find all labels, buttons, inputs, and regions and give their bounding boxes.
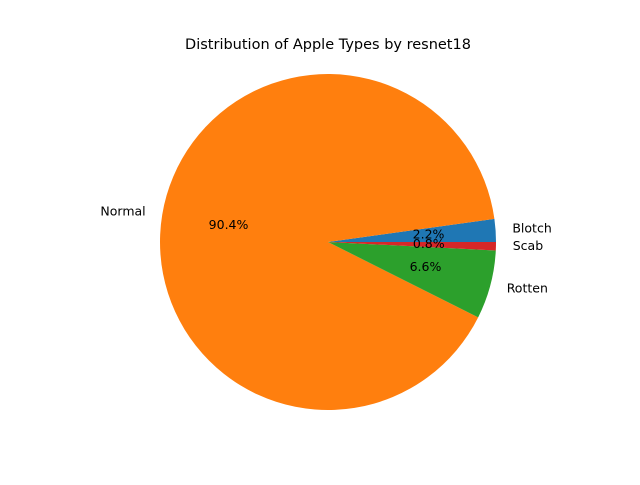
pie-slice-scab (328, 242, 496, 251)
pie-slice-rotten (328, 242, 496, 318)
pie-slices (160, 74, 496, 411)
chart-title: Distribution of Apple Types by resnet18 (185, 37, 471, 53)
slice-label-normal: Normal (100, 203, 145, 218)
percent-label-rotten: 6.6% (410, 259, 442, 274)
slice-label-rotten: Rotten (507, 281, 548, 296)
slice-label-scab: Scab (513, 238, 543, 253)
percent-labels: 2.2% 90.4% 6.6% 0.8% (209, 217, 445, 274)
percent-label-scab: 0.8% (413, 236, 445, 251)
pie-slice-blotch (328, 218, 496, 242)
percent-label-normal: 90.4% (209, 217, 249, 232)
slice-label-blotch: Blotch (512, 221, 551, 236)
pie-slice-normal (160, 74, 495, 411)
slice-labels: Blotch Normal Rotten Scab (100, 203, 551, 295)
percent-label-blotch: 2.2% (413, 227, 445, 242)
